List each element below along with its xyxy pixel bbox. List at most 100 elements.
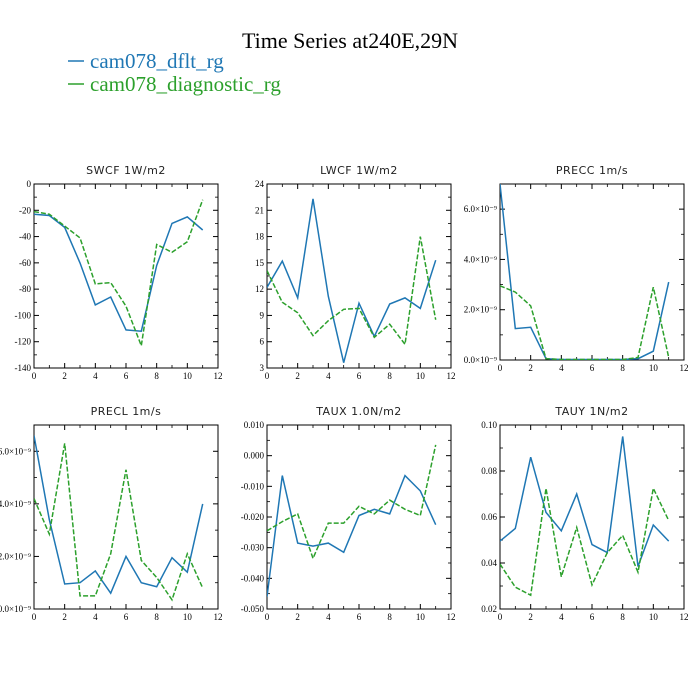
x-tick-label: 6 (590, 363, 595, 373)
y-tick-label: 15 (255, 258, 265, 268)
y-tick-label: 0.010 (244, 420, 265, 430)
x-tick-label: 12 (214, 612, 223, 622)
series-line-diagnostic (500, 485, 670, 597)
x-tick-label: 10 (649, 363, 659, 373)
plot-frame (499, 424, 685, 610)
plot-frame (33, 183, 219, 369)
y-tick-label: -0.030 (241, 543, 265, 553)
y-tick-label: -60 (19, 258, 31, 268)
panel-title: PRECC 1m/s (556, 164, 628, 177)
y-tick-label: -0.010 (241, 481, 265, 491)
y-tick-label: 0.0×10⁻⁹ (464, 355, 497, 365)
x-tick-label: 4 (93, 612, 98, 622)
x-tick-label: 0 (32, 612, 37, 622)
x-tick-label: 6 (590, 612, 595, 622)
x-tick-label: 0 (498, 363, 503, 373)
panel-title: TAUY 1N/m2 (554, 405, 628, 418)
y-tick-label: 12 (255, 284, 264, 294)
y-tick-label: 6.0×10⁻⁹ (464, 204, 497, 214)
y-tick-label: -20 (19, 205, 31, 215)
series-line-dflt (267, 198, 437, 363)
y-tick-label: 0.08 (481, 466, 497, 476)
y-tick-label: 4.0×10⁻⁹ (0, 499, 31, 509)
panel-title: LWCF 1W/m2 (320, 164, 398, 177)
y-tick-label: -40 (19, 232, 31, 242)
y-tick-label: 2.0×10⁻⁹ (464, 305, 497, 315)
y-tick-label: -0.020 (241, 512, 265, 522)
y-tick-label: 0.0×10⁻⁹ (0, 604, 31, 614)
x-tick-label: 10 (183, 612, 193, 622)
chart-panel: PRECL 1m/s 0 2 4 6 8 10 12 0.0×10⁻⁹ 2.0×10⁻⁹ 4.0×1… (0, 405, 223, 622)
x-tick-label: 4 (559, 363, 564, 373)
y-tick-label: -80 (19, 284, 31, 294)
chart-panel: SWCF 1W/m2 0 2 4 6 8 10 12 0 -20 -40 -60 -80 -100 -120… (15, 164, 223, 381)
y-tick-label: 0.02 (481, 604, 497, 614)
x-tick-label: 12 (214, 371, 223, 381)
y-tick-label: 0.000 (244, 451, 265, 461)
series-line-dflt (267, 474, 437, 597)
x-tick-label: 2 (528, 612, 533, 622)
legend-label-diagnostic: cam078_diagnostic_rg (90, 72, 281, 96)
x-tick-label: 0 (32, 371, 37, 381)
x-tick-label: 12 (447, 371, 456, 381)
y-tick-label: 2.0×10⁻⁹ (0, 551, 31, 561)
x-tick-label: 12 (447, 612, 456, 622)
x-tick-label: 6 (357, 371, 362, 381)
series-line-diagnostic (34, 199, 204, 349)
figure-title: Time Series at240E,29N (242, 28, 458, 53)
plot-frame (499, 183, 685, 361)
x-tick-label: 8 (387, 371, 392, 381)
y-tick-label: 6.0×10⁻⁹ (0, 446, 31, 456)
legend-label-dflt: cam078_dflt_rg (90, 49, 224, 73)
x-tick-label: 2 (62, 612, 67, 622)
x-tick-label: 12 (680, 363, 689, 373)
x-tick-label: 10 (416, 371, 426, 381)
series-line-dflt (34, 213, 204, 333)
x-tick-label: 8 (620, 612, 625, 622)
y-tick-label: 0 (27, 179, 32, 189)
y-tick-label: -0.050 (241, 604, 265, 614)
y-tick-label: 6 (260, 337, 265, 347)
x-tick-label: 10 (416, 612, 426, 622)
panel-title: PRECL 1m/s (91, 405, 162, 418)
x-tick-label: 0 (498, 612, 503, 622)
y-tick-label: 3 (260, 363, 265, 373)
x-tick-label: 4 (559, 612, 564, 622)
x-tick-label: 2 (528, 363, 533, 373)
series-line-diagnostic (267, 444, 437, 561)
x-tick-label: 2 (295, 371, 300, 381)
x-tick-label: 4 (326, 371, 331, 381)
y-tick-label: 0.04 (481, 558, 497, 568)
legend: cam078_dflt_rg cam078_diagnostic_rg (68, 49, 281, 96)
x-tick-label: 2 (295, 612, 300, 622)
y-tick-label: -120 (15, 337, 32, 347)
series-line-diagnostic (500, 285, 670, 360)
x-tick-label: 0 (265, 612, 270, 622)
x-tick-label: 8 (154, 371, 159, 381)
x-tick-label: 2 (62, 371, 67, 381)
x-tick-label: 10 (183, 371, 193, 381)
y-tick-label: -100 (15, 310, 32, 320)
y-tick-label: 0.10 (481, 420, 497, 430)
y-tick-label: 24 (255, 179, 265, 189)
x-tick-label: 6 (124, 371, 129, 381)
plot-frame (266, 183, 452, 369)
x-tick-label: 4 (326, 612, 331, 622)
series-line-diagnostic (34, 443, 204, 602)
series-line-dflt (34, 435, 204, 595)
x-tick-label: 8 (154, 612, 159, 622)
series-line-dflt (500, 436, 670, 567)
y-tick-label: 18 (255, 232, 265, 242)
x-tick-label: 8 (620, 363, 625, 373)
y-tick-label: 0.06 (481, 512, 497, 522)
series-line-diagnostic (267, 236, 437, 347)
chart-panel: PRECC 1m/s 0 2 4 6 8 10 12 0.0×10⁻⁹ 2.0×10⁻⁹ 4.0×1… (464, 164, 689, 373)
series-line-dflt (500, 184, 670, 360)
y-tick-label: 9 (260, 310, 265, 320)
x-tick-label: 10 (649, 612, 659, 622)
panel-title: TAUX 1.0N/m2 (315, 405, 402, 418)
plot-frame (33, 424, 219, 610)
panel-title: SWCF 1W/m2 (86, 164, 166, 177)
